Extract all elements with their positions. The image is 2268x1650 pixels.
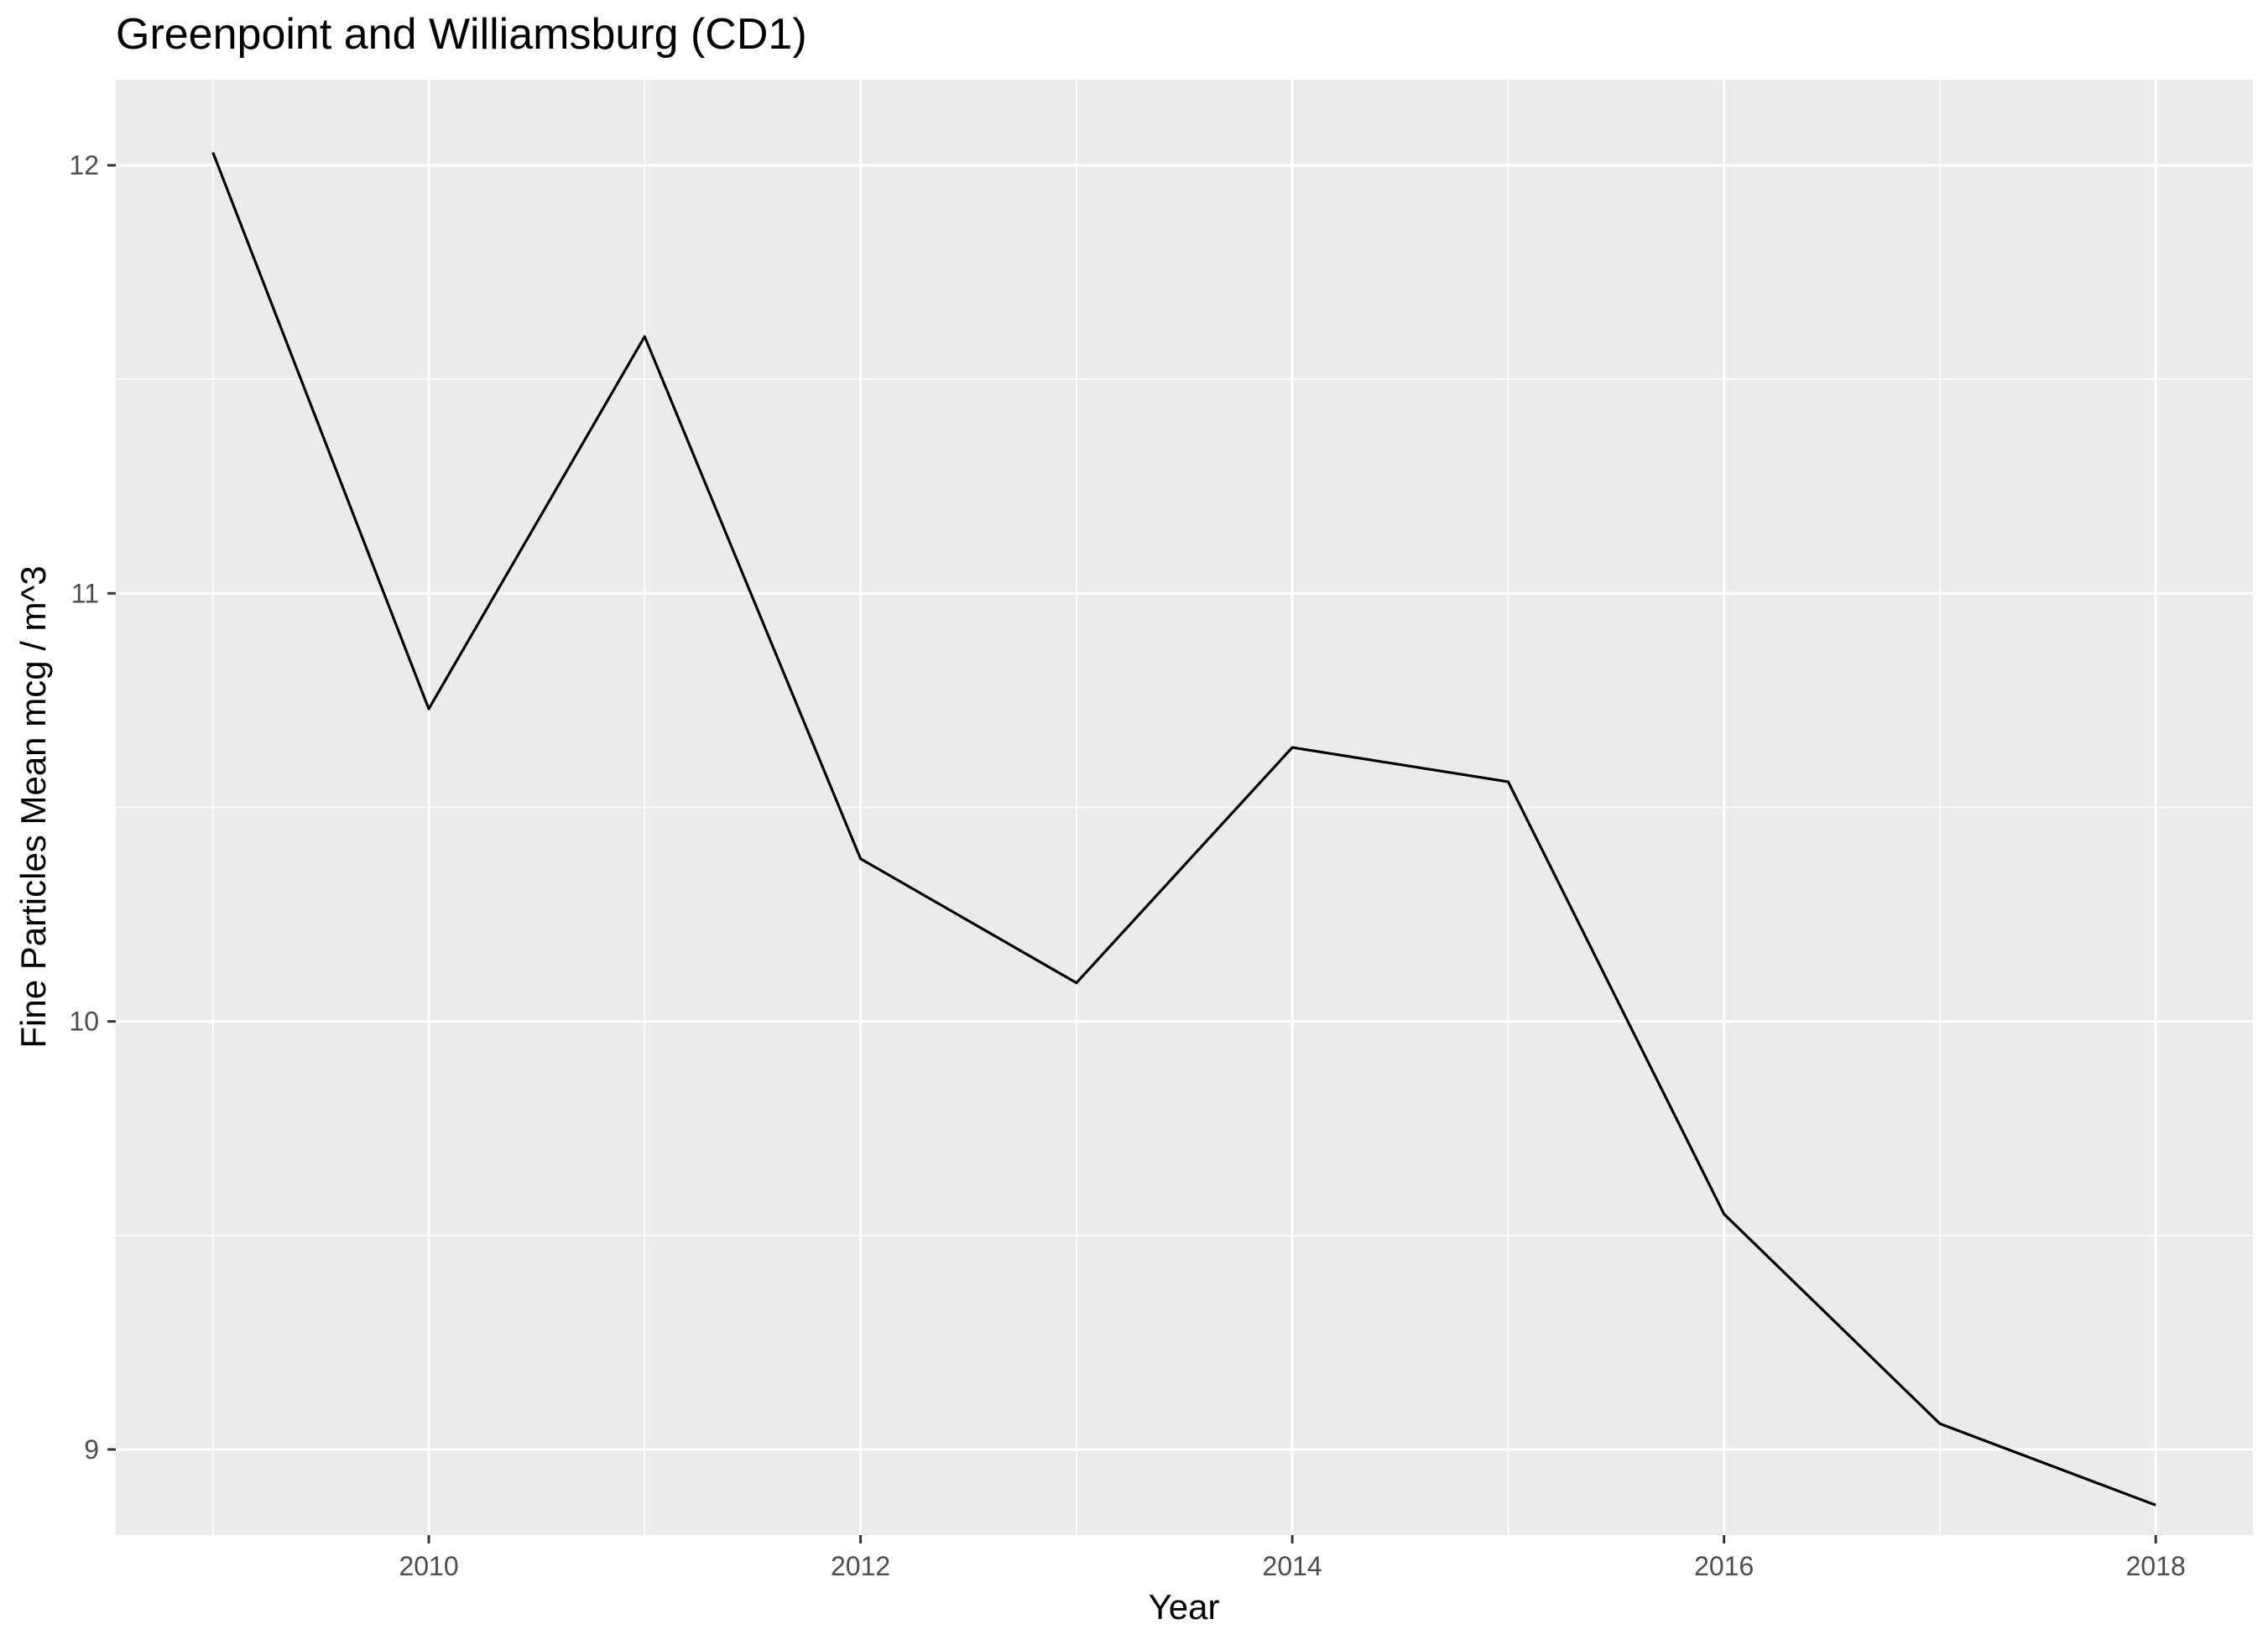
- y-tick-label: 9: [84, 1434, 99, 1465]
- series-layer: [211, 152, 2156, 1507]
- grid-major: [116, 80, 2253, 1535]
- x-tick-label: 2012: [831, 1551, 890, 1581]
- x-tick-label: 2014: [1263, 1551, 1322, 1581]
- chart-title: Greenpoint and Williamsburg (CD1): [116, 10, 807, 59]
- y-axis: 9 10 11 12: [69, 150, 116, 1465]
- y-axis-title: Fine Particles Mean mcg / m^3: [13, 565, 53, 1048]
- x-tick-label: 2016: [1694, 1551, 1754, 1581]
- series-line: [211, 152, 2156, 1507]
- y-tick-label: 11: [71, 578, 99, 608]
- grid-minor: [116, 80, 2253, 1535]
- x-tick-label: 2010: [399, 1551, 458, 1581]
- y-tick-label: 12: [69, 150, 99, 180]
- y-tick-label: 10: [69, 1007, 99, 1037]
- x-tick-label: 2018: [2126, 1551, 2186, 1581]
- x-axis-title: Year: [1149, 1587, 1220, 1627]
- x-axis: 2010 2012 2014 2016 2018: [399, 1535, 2186, 1581]
